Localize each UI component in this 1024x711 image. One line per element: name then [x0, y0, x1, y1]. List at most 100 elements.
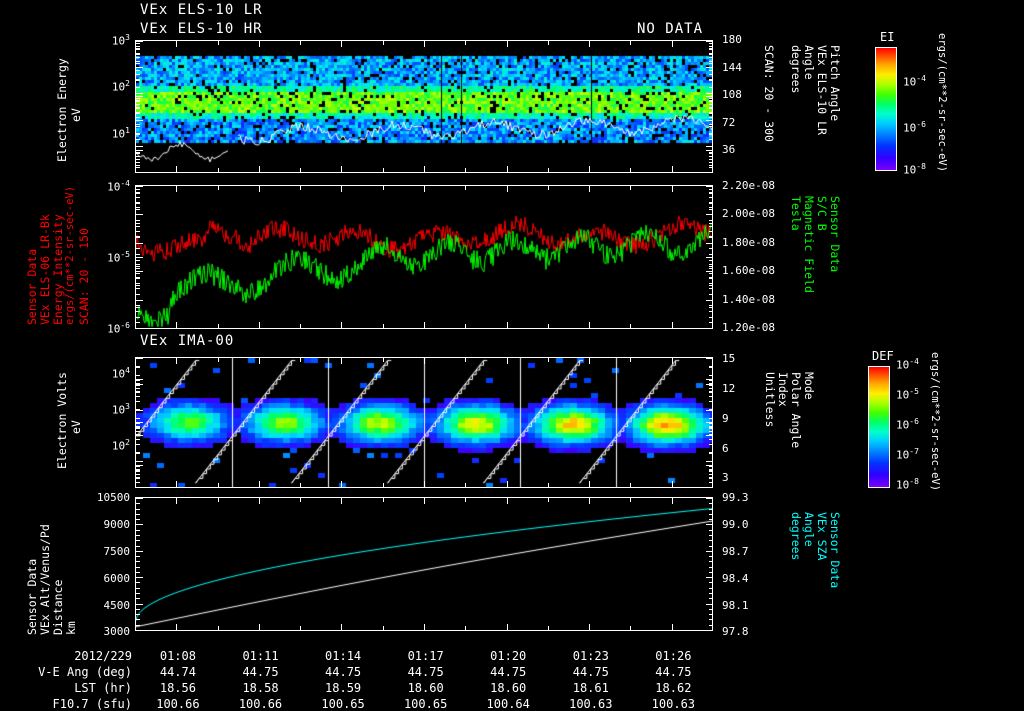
panel2-ytick-1e-6: 10-6 [107, 321, 130, 336]
bottom-table-row-label: F10.7 (sfu) [52, 697, 132, 711]
panel4-ytick-right-97-8: 97.8 [722, 625, 749, 638]
panel1-left-axis-label-line1: Electron Energy [55, 58, 69, 162]
panel3-title: VEx IMA-00 [140, 333, 235, 349]
bottom-table-cell: 18.61 [572, 681, 609, 695]
colorbar1-tick-1: 10-4 [903, 74, 926, 89]
panel1-right-label-degrees: degrees [789, 45, 803, 94]
panel2-ytick-right-6: 1.20e-08 [722, 321, 775, 334]
panel3-right-label-index: Index [776, 372, 790, 407]
bottom-table-row-label: 2012/229 [74, 649, 132, 663]
panel3-plot-area [135, 357, 713, 488]
panel3-right-label-mode: Mode [802, 372, 816, 400]
bottom-table-cell: 01:17 [407, 649, 444, 663]
colorbar1-gradient [875, 47, 897, 171]
bottom-table-cell: 100.63 [569, 697, 613, 711]
panel4-right-label-sensor-data: Sensor Data [828, 512, 842, 589]
bottom-table-cell: 100.63 [651, 697, 696, 711]
panel2-right-label-magnetic-field: Magnetic Field [802, 196, 816, 293]
panel1-title-lr: VEx ELS-10 LR [140, 2, 263, 18]
panel2-right-label-tesla: Tesla [789, 196, 803, 231]
panel1-right-label-angle: Angle [802, 45, 816, 80]
panel4-plot-area [135, 497, 713, 631]
panel2-plot-area [135, 185, 713, 329]
bottom-table-cell: 100.64 [486, 697, 530, 711]
bottom-table-cell: 100.66 [156, 697, 200, 711]
bottom-table-cell: 01:26 [655, 649, 692, 663]
panel1-left-axis-label-line2: eV [69, 108, 83, 122]
panel1-spectrogram-canvas [136, 41, 712, 172]
panel3-right-label-polar-angle: Polar Angle [789, 372, 803, 449]
bottom-table-cell: 18.58 [242, 681, 279, 695]
panel2-ytick-right-5: 1.40e-08 [722, 293, 775, 306]
bottom-table-cell: 44.75 [407, 665, 444, 679]
bottom-table-row-label: V-E Ang (deg) [38, 665, 132, 679]
panel3-ytick-right-12: 12 [722, 382, 736, 395]
bottom-table-cell: 18.60 [490, 681, 527, 695]
panel2-timeseries-canvas [136, 186, 712, 328]
colorbar1-tick-2: 10-6 [903, 120, 926, 135]
colorbar2-title: DEF [872, 349, 894, 363]
panel1-ytick-right-108: 108 [722, 88, 742, 101]
bottom-table-cell: 18.60 [407, 681, 444, 695]
bottom-table-row-label: LST (hr) [74, 681, 132, 695]
panel3-left-axis-label-line1: Electron Volts [55, 372, 69, 469]
colorbar2-gradient [868, 366, 890, 488]
panel3-left-axis-label-line2: eV [69, 420, 83, 434]
panel4-right-label-degrees: degrees [789, 512, 803, 561]
colorbar2-tick-2: 10-5 [896, 387, 919, 402]
bottom-table-cell: 44.74 [159, 665, 196, 679]
bottom-table-cell: 18.59 [325, 681, 362, 695]
panel3-ytick-right-3: 3 [722, 471, 729, 484]
panel4-left-label-distance: Distance [51, 579, 65, 635]
panel4-ytick-right-98-7: 98.7 [722, 545, 749, 558]
panel2-ytick-right-2: 2.00e-08 [722, 207, 775, 220]
panel2-ytick-right-1: 2.20e-08 [722, 179, 775, 192]
panel4-ytick-right-98-1: 98.1 [722, 599, 749, 612]
panel1-ytick-right-36: 36 [722, 143, 736, 156]
panel4-timeseries-canvas [136, 498, 712, 630]
panel1-ytick-right-144: 144 [722, 61, 742, 74]
panel1-right-label-instrument: VEx ELS-10 LR [815, 45, 829, 136]
panel4-ytick-3000: 3000 [103, 625, 131, 638]
panel3-ytick-1000: 103 [111, 402, 130, 417]
panel1-right-label-scan: SCAN: 20 - 300 [762, 45, 776, 142]
bottom-table-cell: 44.75 [490, 665, 527, 679]
bottom-table-cell: 18.56 [159, 681, 196, 695]
bottom-table-cell: 100.65 [321, 697, 365, 711]
panel2-ytick-1e-4: 10-4 [107, 179, 130, 194]
colorbar1-tick-3: 10-8 [903, 162, 926, 177]
panel1-ytick-100: 102 [111, 79, 130, 94]
panel2-right-label-sensor-data: Sensor Data [828, 196, 842, 273]
panel4-ytick-right-98-4: 98.4 [722, 572, 749, 585]
colorbar1-title: EI [880, 30, 895, 44]
panel1-ytick-1000: 103 [111, 33, 130, 48]
colorbar1-units: ergs/(cm**2-sr-sec-eV) [936, 33, 948, 173]
panel2-ytick-right-4: 1.60e-08 [722, 264, 775, 277]
panel3-ytick-100: 102 [111, 438, 130, 453]
panel1-ytick-10: 101 [111, 126, 130, 141]
panel2-ytick-right-3: 1.80e-08 [722, 236, 775, 249]
panel3-ytick-right-6: 6 [722, 442, 729, 455]
panel4-ytick-9000: 9000 [103, 518, 131, 531]
colorbar2-tick-1: 10-4 [896, 357, 919, 372]
panel4-ytick-6000: 6000 [103, 572, 131, 585]
bottom-table-cell: 01:11 [242, 649, 279, 663]
bottom-table-cell: 01:23 [572, 649, 609, 663]
panel4-left-label-km: km [64, 621, 78, 635]
bottom-table-cell: 18.62 [655, 681, 692, 695]
panel2-right-label-sc-b: S/C B [815, 196, 829, 231]
bottom-table-cell: 01:20 [490, 649, 527, 663]
panel4-ytick-7500: 7500 [103, 545, 131, 558]
panel1-ytick-right-180: 180 [722, 33, 742, 46]
panel3-ytick-right-15: 15 [722, 352, 736, 365]
bottom-table-cell: 44.75 [572, 665, 609, 679]
panel1-ytick-right-72: 72 [722, 116, 736, 129]
panel2-ytick-1e-5: 10-5 [107, 250, 130, 265]
bottom-table-cell: 01:14 [325, 649, 362, 663]
bottom-table-cell: 44.75 [655, 665, 692, 679]
bottom-table-cell: 100.66 [238, 697, 283, 711]
panel1-title-hr: VEx ELS-10 HR [140, 21, 263, 37]
colorbar2-tick-3: 10-6 [896, 417, 919, 432]
panel4-right-label-sza: VEx SZA [815, 512, 829, 561]
colorbar2-tick-5: 10-8 [896, 477, 919, 492]
